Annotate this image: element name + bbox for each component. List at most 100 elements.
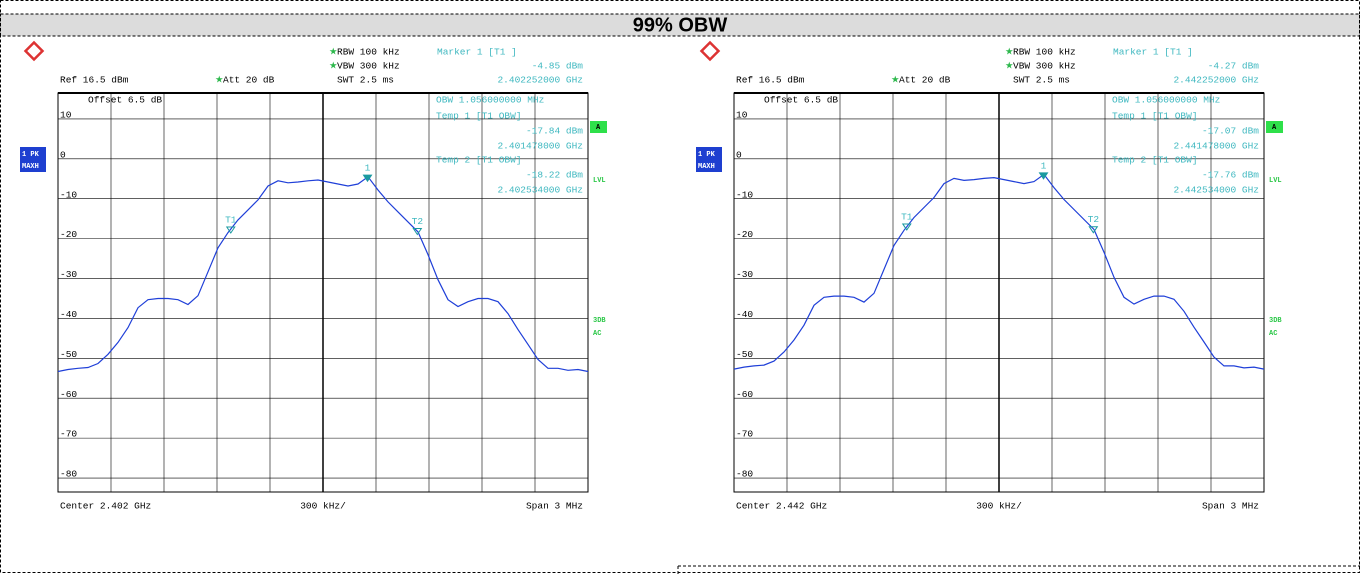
y-tick-label: -80: [736, 469, 753, 480]
star-icon: ★: [891, 75, 900, 86]
trace-label: 1 PK: [22, 151, 40, 159]
side-label: A: [596, 124, 601, 132]
side-label: AC: [593, 330, 601, 338]
rbw: RBW 100 kHz: [337, 47, 400, 58]
side-label: 3DB: [593, 317, 606, 325]
division: 300 kHz/: [976, 501, 1022, 512]
marker-header: Temp 1 [T1 OBW]: [1112, 111, 1198, 122]
marker-value: -18.22 dBm: [526, 170, 583, 181]
marker-freq: 2.442534000 GHz: [1173, 185, 1259, 196]
obw: OBW 1.056000000 MHz: [436, 95, 544, 106]
y-tick-label: -50: [736, 349, 753, 360]
title: 99% OBW: [633, 14, 728, 36]
side-label: A: [1272, 124, 1277, 132]
trace-mode: MAXH: [22, 163, 39, 171]
marker-freq: 2.401478000 GHz: [497, 141, 583, 152]
y-tick-label: 10: [60, 109, 72, 120]
y-tick-label: -40: [60, 309, 77, 320]
offset: Offset 6.5 dB: [764, 95, 838, 106]
marker-name: T1: [225, 215, 237, 226]
star-icon: ★: [329, 61, 338, 72]
y-tick-label: 10: [736, 109, 748, 120]
y-tick-label: -60: [60, 389, 77, 400]
marker-value: -4.85 dBm: [532, 61, 584, 72]
span: Span 3 MHz: [1202, 501, 1259, 512]
marker-header: Temp 2 [T1 OBW]: [1112, 155, 1198, 166]
trace-label: 1 PK: [698, 151, 716, 159]
marker: [412, 228, 423, 236]
trace-box: [696, 147, 722, 172]
marker-freq: 2.402252000 GHz: [497, 75, 583, 86]
logo: [699, 40, 721, 62]
marker-value: -4.27 dBm: [1208, 61, 1260, 72]
side-label: LVL: [593, 177, 606, 185]
trace: [57, 175, 589, 373]
marker-freq: 2.442252000 GHz: [1173, 75, 1259, 86]
marker-value: -17.07 dBm: [1202, 126, 1259, 137]
y-tick-label: 0: [60, 149, 66, 160]
offset: Offset 6.5 dB: [88, 95, 162, 106]
marker-name: T2: [1088, 214, 1100, 225]
side-label: AC: [1269, 330, 1277, 338]
side-label: LVL: [1269, 177, 1282, 185]
att: Att 20 dB: [899, 75, 951, 86]
marker-name: 1: [1041, 160, 1047, 171]
center: Center 2.442 GHz: [736, 501, 827, 512]
swt: SWT 2.5 ms: [1013, 75, 1070, 86]
marker-freq: 2.441478000 GHz: [1173, 141, 1259, 152]
y-tick-label: -70: [60, 429, 77, 440]
ref: Ref 16.5 dBm: [60, 75, 129, 86]
y-tick-label: -20: [60, 229, 77, 240]
side-label: 3DB: [1269, 317, 1282, 325]
marker-value: -17.76 dBm: [1202, 170, 1259, 181]
center: Center 2.402 GHz: [60, 501, 151, 512]
y-tick-label: -10: [60, 189, 77, 200]
marker: [225, 226, 236, 234]
side-box: [1266, 121, 1283, 133]
vbw: VBW 300 kHz: [1013, 61, 1076, 72]
marker-header: Marker 1 [T1 ]: [437, 47, 517, 58]
y-tick-label: 0: [736, 149, 742, 160]
star-icon: ★: [1005, 47, 1014, 58]
marker: [1038, 172, 1049, 180]
y-tick-label: -20: [736, 229, 753, 240]
y-tick-label: -60: [736, 389, 753, 400]
marker-header: Marker 1 [T1 ]: [1113, 47, 1193, 58]
marker-header: Temp 1 [T1 OBW]: [436, 111, 522, 122]
marker-name: T2: [412, 216, 424, 227]
marker: [901, 223, 912, 231]
star-icon: ★: [329, 47, 338, 58]
span: Span 3 MHz: [526, 501, 583, 512]
obw: OBW 1.056000000 MHz: [1112, 95, 1220, 106]
marker-name: 1: [365, 163, 371, 174]
y-tick-label: -30: [736, 269, 753, 280]
swt: SWT 2.5 ms: [337, 75, 394, 86]
y-tick-label: -30: [60, 269, 77, 280]
marker-name: T1: [901, 211, 913, 222]
y-tick-label: -70: [736, 429, 753, 440]
att: Att 20 dB: [223, 75, 275, 86]
star-icon: ★: [215, 75, 224, 86]
ref: Ref 16.5 dBm: [736, 75, 805, 86]
marker: [1088, 226, 1099, 234]
y-tick-label: -50: [60, 349, 77, 360]
marker-value: -17.84 dBm: [526, 126, 583, 137]
trace-box: [20, 147, 46, 172]
logo: [23, 40, 45, 62]
y-tick-label: -80: [60, 469, 77, 480]
division: 300 kHz/: [300, 501, 346, 512]
rbw: RBW 100 kHz: [1013, 47, 1076, 58]
trace-mode: MAXH: [698, 163, 715, 171]
marker: [362, 174, 373, 183]
marker-freq: 2.402534000 GHz: [497, 185, 583, 196]
vbw: VBW 300 kHz: [337, 61, 400, 72]
trace: [733, 173, 1265, 370]
y-tick-label: -40: [736, 309, 753, 320]
marker-header: Temp 2 [T1 OBW]: [436, 155, 522, 166]
star-icon: ★: [1005, 61, 1014, 72]
y-tick-label: -10: [736, 189, 753, 200]
side-box: [590, 121, 607, 133]
